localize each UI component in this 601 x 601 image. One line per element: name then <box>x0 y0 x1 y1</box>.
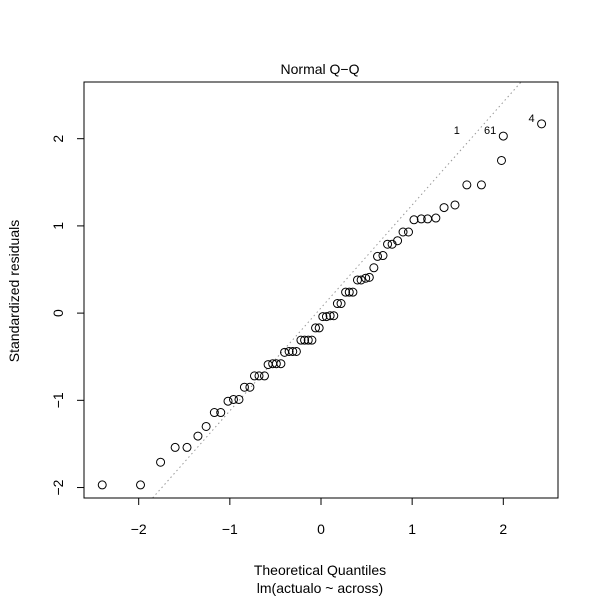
y-tick-label: −1 <box>50 392 66 408</box>
data-point <box>314 323 324 333</box>
point-label: 4 <box>528 113 534 125</box>
data-point <box>450 200 460 210</box>
data-point <box>156 457 166 467</box>
data-point <box>398 227 408 237</box>
x-tick-label: 0 <box>317 521 325 537</box>
point-label: 61 <box>484 125 496 137</box>
data-point <box>239 382 249 392</box>
y-axis-label: Standardized residuals <box>6 220 22 362</box>
x-tick-label: 2 <box>499 521 507 537</box>
data-point <box>288 346 298 356</box>
data-point <box>97 480 107 490</box>
data-point <box>271 359 281 369</box>
data-point <box>439 203 449 213</box>
data-point <box>537 119 547 129</box>
data-point <box>383 239 393 249</box>
y-tick-label: 1 <box>50 222 66 230</box>
x-tick-label: −1 <box>222 521 238 537</box>
data-point <box>254 371 264 381</box>
data-point <box>311 323 321 333</box>
x-axis-subtitle: lm(actualo ~ across) <box>257 580 383 596</box>
data-point <box>259 371 269 381</box>
data-point <box>329 311 339 321</box>
x-tick-label: −2 <box>131 521 147 537</box>
data-point <box>332 299 342 309</box>
data-point <box>136 480 146 490</box>
data-point <box>476 180 486 190</box>
data-point <box>170 442 180 452</box>
data-point <box>373 251 383 261</box>
data-point <box>249 371 259 381</box>
data-point <box>462 180 472 190</box>
data-point <box>201 421 211 431</box>
data-point <box>193 431 203 441</box>
data-point <box>303 335 313 345</box>
data-point <box>361 273 371 283</box>
data-point <box>321 312 331 322</box>
data-point <box>307 335 317 345</box>
data-point <box>276 359 286 369</box>
data-point <box>356 275 366 285</box>
data-point <box>245 382 255 392</box>
plot-frame <box>83 81 559 499</box>
reference-line <box>151 82 522 498</box>
data-point <box>216 408 226 418</box>
data-point <box>300 335 310 345</box>
data-point <box>404 227 414 237</box>
point-label: 1 <box>454 125 460 137</box>
data-point <box>416 214 426 224</box>
data-point <box>228 394 238 404</box>
data-point <box>325 311 335 321</box>
data-point <box>336 299 346 309</box>
data-point <box>348 287 358 297</box>
data-point <box>223 396 233 406</box>
data-point <box>393 236 403 246</box>
x-tick-label: 1 <box>408 521 416 537</box>
data-point <box>291 346 301 356</box>
data-point <box>352 275 362 285</box>
data-point <box>234 394 244 404</box>
data-point <box>496 155 506 165</box>
data-point <box>209 408 219 418</box>
data-point <box>409 215 419 225</box>
data-point <box>431 213 441 223</box>
y-tick-label: 2 <box>50 135 66 143</box>
y-tick-label: 0 <box>50 309 66 317</box>
data-point <box>318 312 328 322</box>
x-axis-label: Theoretical Quantiles <box>254 562 386 578</box>
chart-title: Normal Q−Q <box>281 61 360 77</box>
y-tick-label: −2 <box>50 479 66 495</box>
data-point <box>498 131 508 141</box>
data-point <box>296 335 306 345</box>
data-point <box>344 287 354 297</box>
data-point <box>364 272 374 282</box>
data-point <box>284 346 294 356</box>
data-point <box>182 442 192 452</box>
data-point <box>369 263 379 273</box>
data-point <box>378 251 388 261</box>
data-point <box>341 287 351 297</box>
